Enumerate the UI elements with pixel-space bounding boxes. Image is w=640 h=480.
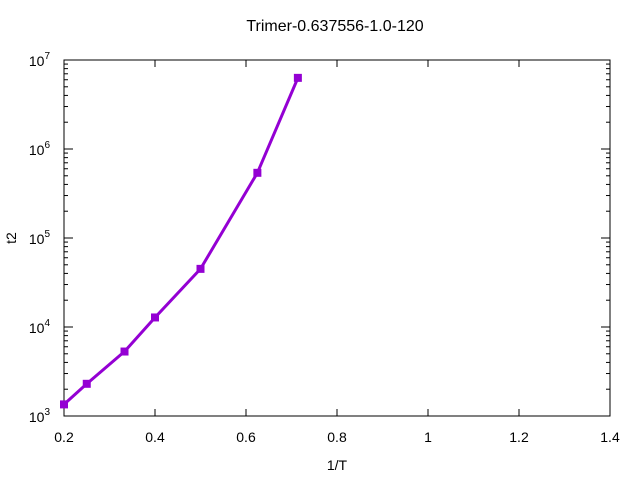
axis-ticks xyxy=(63,59,611,417)
data-point xyxy=(60,400,68,409)
series-line xyxy=(62,77,300,406)
x-tick-label: 1 xyxy=(424,429,432,445)
data-point xyxy=(293,73,302,82)
y-tick-exponent: 3 xyxy=(44,407,50,418)
chart-title: Trimer-0.637556-1.0-120 xyxy=(246,18,423,35)
y-tick-exponent: 6 xyxy=(44,140,50,151)
data-point xyxy=(253,168,262,177)
x-tick-label: 1.2 xyxy=(509,429,529,445)
y-tick-exponent: 7 xyxy=(44,51,50,62)
series-layer xyxy=(60,73,302,409)
x-tick-label: 0.2 xyxy=(54,429,74,445)
y-tick-label: 107 xyxy=(29,51,51,69)
data-point xyxy=(196,264,205,273)
y-tick-exponent: 5 xyxy=(44,229,50,240)
data-point xyxy=(120,347,129,356)
y-tick-exponent: 4 xyxy=(44,318,50,329)
y-tick-label: 105 xyxy=(29,229,51,247)
y-tick-base: 10 xyxy=(29,231,45,247)
data-point xyxy=(82,379,91,388)
y-tick-base: 10 xyxy=(29,142,45,158)
y-axis-label: t2 xyxy=(3,232,19,244)
y-tick-label: 104 xyxy=(29,318,51,336)
x-tick-label: 0.6 xyxy=(236,429,256,445)
y-tick-label: 103 xyxy=(29,407,51,425)
plot-frame xyxy=(63,59,611,417)
data-point xyxy=(151,313,159,322)
y-tick-label: 106 xyxy=(29,140,51,158)
y-tick-base: 10 xyxy=(29,320,45,336)
x-tick-label: 0.8 xyxy=(327,429,347,445)
x-tick-label: 1.4 xyxy=(600,429,620,445)
x-axis-label: 1/T xyxy=(327,457,348,473)
x-tick-label: 0.4 xyxy=(145,429,165,445)
y-tick-base: 10 xyxy=(29,53,45,69)
y-tick-base: 10 xyxy=(29,409,45,425)
